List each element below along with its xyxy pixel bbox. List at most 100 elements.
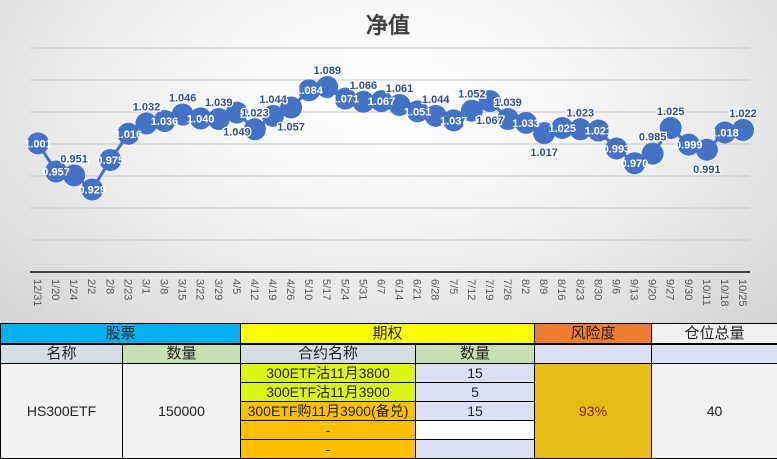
- data-label: 1.023: [567, 107, 595, 119]
- x-tick-label: 4/19: [266, 279, 278, 300]
- data-label: 1.021: [585, 126, 613, 138]
- option-qty-header: 数量: [415, 343, 536, 364]
- data-point: [388, 93, 411, 116]
- risk-value: 93%: [534, 363, 653, 459]
- data-point: [732, 118, 754, 141]
- data-point: [207, 108, 230, 131]
- x-tick-label: 10/11: [700, 279, 712, 306]
- x-tick-label: 7/5: [447, 279, 459, 294]
- data-point: [713, 121, 736, 144]
- data-label: 1.040: [187, 113, 215, 125]
- data-point: [551, 117, 574, 139]
- x-tick-label: 6/14: [393, 279, 405, 300]
- position-table: 股票 期权 风险度 仓位总量 名称 数量 合约名称 数量 HS300ETF 15…: [0, 323, 777, 459]
- data-label: 1.023: [241, 107, 269, 119]
- data-label: 1.089: [313, 65, 341, 77]
- data-point: [424, 104, 447, 127]
- data-point: [81, 178, 104, 201]
- data-point: [243, 118, 266, 141]
- contract-name-header: 合约名称: [240, 343, 417, 364]
- risk-header: 风险度: [534, 323, 653, 345]
- x-tick-label: 2/23: [121, 279, 133, 300]
- x-tick-label: 5/31: [356, 279, 368, 300]
- data-label: 0.970: [621, 158, 649, 170]
- x-tick-label: 3/29: [212, 279, 224, 300]
- data-label: 1.066: [350, 80, 378, 92]
- stock-name: HS300ETF: [0, 363, 123, 459]
- data-point: [298, 79, 321, 102]
- data-label: 1.044: [422, 94, 450, 106]
- data-point: [352, 90, 375, 113]
- x-tick-label: 10/25: [736, 279, 748, 307]
- data-label: 0.991: [693, 164, 721, 176]
- nav-chart: 净值 1.001 0.957 0.951 0.929 0.975 1.016 1.032 1.0…: [0, 0, 777, 323]
- stock-group-header: 股票: [0, 323, 242, 345]
- option-group-header: 期权: [240, 323, 536, 345]
- data-label: 1.061: [386, 83, 414, 95]
- data-point: [406, 100, 429, 123]
- x-tick-label: 10/18: [718, 279, 730, 307]
- data-point: [153, 109, 176, 132]
- stock-name-header: 名称: [0, 343, 123, 364]
- data-point: [63, 164, 86, 187]
- x-tick-label: 2/2: [85, 279, 97, 294]
- x-tick-label: 9/20: [646, 279, 658, 300]
- option-name: -: [240, 439, 417, 459]
- data-point: [478, 90, 501, 113]
- data-label: 1.071: [332, 94, 360, 106]
- x-tick-label: 3/8: [158, 279, 170, 294]
- data-point: [334, 87, 357, 110]
- x-tick-label: 8/2: [519, 279, 531, 294]
- data-label: 1.057: [277, 122, 305, 134]
- data-point: [677, 133, 700, 156]
- x-tick-label: 12/31: [31, 279, 43, 307]
- x-tick-label: 5/10: [302, 279, 314, 300]
- data-label: 1.039: [205, 97, 233, 109]
- x-tick-label: 9/30: [682, 279, 694, 300]
- data-point: [316, 76, 339, 99]
- option-name: 300ETF沽11月3900: [240, 382, 417, 402]
- x-tick-label: 5/24: [338, 279, 350, 300]
- x-tick-label: 1/20: [49, 279, 61, 300]
- data-point: [117, 122, 140, 145]
- data-label: 1.051: [404, 106, 432, 118]
- position-sub-empty: [651, 343, 777, 364]
- data-label: 0.985: [639, 132, 667, 144]
- data-label: 1.049: [223, 127, 251, 139]
- stock-qty-header: 数量: [121, 343, 242, 364]
- x-tick-label: 5/17: [320, 279, 332, 300]
- data-label: 0.999: [675, 140, 703, 152]
- x-tick-label: 3/22: [194, 279, 206, 300]
- data-point: [533, 122, 556, 145]
- data-point: [135, 112, 158, 135]
- data-label: 1.084: [295, 85, 323, 97]
- data-label: 1.025: [548, 123, 576, 135]
- option-qty: 15: [415, 363, 536, 383]
- data-point: [515, 111, 538, 134]
- data-label: 0.993: [603, 143, 631, 155]
- x-tick-label: 8/16: [555, 279, 567, 300]
- data-point: [641, 142, 664, 165]
- data-point: [460, 99, 483, 122]
- data-label: 1.046: [169, 93, 197, 105]
- data-label: 1.001: [24, 138, 52, 150]
- x-tick-label: 3/15: [176, 279, 188, 300]
- data-label: 1.039: [494, 97, 522, 109]
- position-value: 40: [651, 363, 777, 459]
- data-point: [442, 109, 465, 132]
- data-label: 1.036: [151, 116, 179, 128]
- option-name: 300ETF购11月3900(备兑): [240, 401, 417, 421]
- x-tick-label: 6/7: [374, 279, 386, 294]
- chart-svg: 净值 1.001 0.957 0.951 0.929 0.975 1.016 1.032 1.0…: [24, 13, 757, 307]
- option-qty: [415, 439, 536, 459]
- x-tick-label: 4/26: [284, 279, 296, 300]
- x-tick-label: 6/21: [411, 279, 423, 300]
- data-point: [695, 138, 718, 161]
- x-tick-label: 1/24: [67, 279, 79, 300]
- x-tick-label: 7/19: [483, 279, 495, 300]
- data-label: 1.017: [530, 147, 558, 159]
- data-point: [370, 90, 393, 113]
- data-label: 1.067: [368, 96, 396, 108]
- x-tick-label: 9/6: [609, 279, 621, 294]
- x-tick-label: 6/28: [429, 279, 441, 300]
